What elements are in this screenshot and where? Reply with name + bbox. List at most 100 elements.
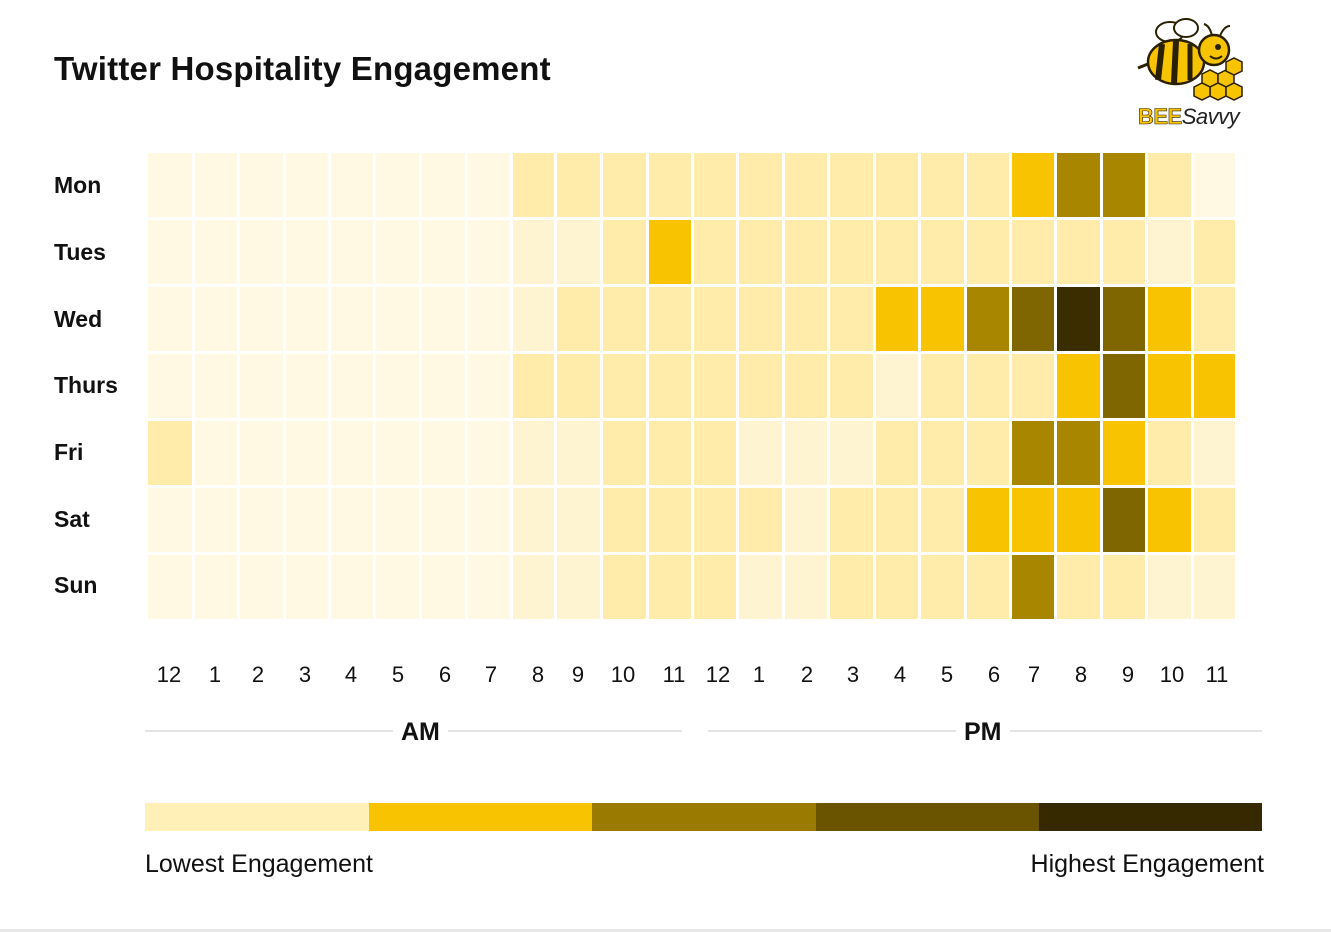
heatmap-cell [694, 555, 736, 619]
heatmap-cell [195, 220, 237, 284]
hour-label: 11 [662, 662, 686, 687]
heatmap-cell [830, 354, 873, 418]
heatmap-cell [876, 555, 918, 619]
hour-label: 9 [1121, 662, 1135, 687]
heatmap-cell [1012, 488, 1054, 552]
heatmap-cell [1057, 287, 1100, 351]
chart-title: Twitter Hospitality Engagement [54, 50, 551, 87]
heatmap-cell [286, 287, 328, 351]
heatmap-cell [1012, 421, 1054, 485]
heatmap-cell [1148, 555, 1191, 619]
heatmap-cell [1103, 220, 1145, 284]
heatmap-cell [331, 287, 373, 351]
heatmap-cell [785, 488, 827, 552]
heatmap-cell [286, 220, 328, 284]
heatmap-cell [376, 287, 419, 351]
pm-label: PM [956, 718, 1010, 747]
heatmap-cell [513, 287, 554, 351]
heatmap-cell [468, 488, 510, 552]
hour-label: 4 [893, 662, 907, 687]
heatmap-cell [876, 354, 918, 418]
heatmap-cell [1194, 153, 1235, 217]
heatmap-cell [603, 220, 646, 284]
heatmap-cell [785, 220, 827, 284]
row-label-mon: Mon [54, 172, 102, 198]
am-label: AM [393, 718, 448, 747]
heatmap-cell [331, 555, 373, 619]
heatmap-cell [921, 421, 964, 485]
heatmap-cell [195, 555, 237, 619]
heatmap-cell [739, 153, 782, 217]
legend-swatch [145, 803, 369, 831]
heatmap-cell [148, 488, 192, 552]
heatmap-cell [830, 220, 873, 284]
heatmap-cell [195, 488, 237, 552]
heatmap-cell [603, 153, 646, 217]
heatmap-cell [513, 555, 554, 619]
heatmap-cell [1012, 555, 1054, 619]
heatmap-cell [557, 287, 600, 351]
hour-label: 1 [752, 662, 766, 687]
heatmap-cell [1012, 354, 1054, 418]
heatmap-cell [557, 488, 600, 552]
heatmap-cell [921, 287, 964, 351]
hour-label: 4 [344, 662, 358, 687]
heatmap-cell [967, 287, 1009, 351]
heatmap-cell [557, 354, 600, 418]
heatmap-cell [331, 421, 373, 485]
hour-label: 9 [571, 662, 585, 687]
heatmap-cell [921, 220, 964, 284]
heatmap-cell [876, 220, 918, 284]
heatmap-cell [649, 488, 691, 552]
heatmap-cell [1012, 287, 1054, 351]
heatmap-cell [739, 220, 782, 284]
row-label-thurs: Thurs [54, 372, 118, 398]
hour-label: 12 [705, 662, 731, 687]
heatmap-cell [513, 220, 554, 284]
heatmap-cell [967, 488, 1009, 552]
hour-label: 6 [438, 662, 452, 687]
heatmap-cell [649, 287, 691, 351]
heatmap-cell [1148, 220, 1191, 284]
heatmap-cell [240, 421, 283, 485]
heatmap-cell [331, 488, 373, 552]
heatmap-cell [1057, 488, 1100, 552]
heatmap-cell [376, 488, 419, 552]
heatmap-cell [830, 488, 873, 552]
hour-label: 7 [484, 662, 498, 687]
heatmap-cell [376, 421, 419, 485]
heatmap-cell [785, 354, 827, 418]
heatmap-cell [649, 555, 691, 619]
hour-label: 2 [800, 662, 814, 687]
heatmap-cell [785, 421, 827, 485]
heatmap-cell [195, 287, 237, 351]
heatmap-cell [513, 488, 554, 552]
heatmap-cell [1194, 220, 1235, 284]
heatmap-cell [286, 488, 328, 552]
heatmap-cell [240, 555, 283, 619]
heatmap-cell [1194, 488, 1235, 552]
heatmap-cell [286, 354, 328, 418]
row-label-tues: Tues [54, 239, 106, 265]
heatmap-cell [331, 153, 373, 217]
heatmap-cell [376, 354, 419, 418]
heatmap-cell [195, 153, 237, 217]
heatmap-cell [513, 153, 554, 217]
heatmap-cell [240, 488, 283, 552]
heatmap-cell [422, 488, 465, 552]
heatmap-cell [422, 220, 465, 284]
legend-swatch [816, 803, 1039, 831]
heatmap-cell [1057, 220, 1100, 284]
heatmap-cell [603, 421, 646, 485]
legend-swatch [1039, 803, 1262, 831]
heatmap-cell [240, 354, 283, 418]
logo-text-savvy: Savvy [1181, 104, 1240, 129]
row-label-sun: Sun [54, 572, 98, 598]
heatmap-cell [785, 287, 827, 351]
heatmap-cell [557, 421, 600, 485]
heatmap-cell [967, 354, 1009, 418]
heatmap-cell [739, 287, 782, 351]
heatmap-cell [148, 354, 192, 418]
heatmap-cell [921, 354, 964, 418]
heatmap-cell [649, 220, 691, 284]
